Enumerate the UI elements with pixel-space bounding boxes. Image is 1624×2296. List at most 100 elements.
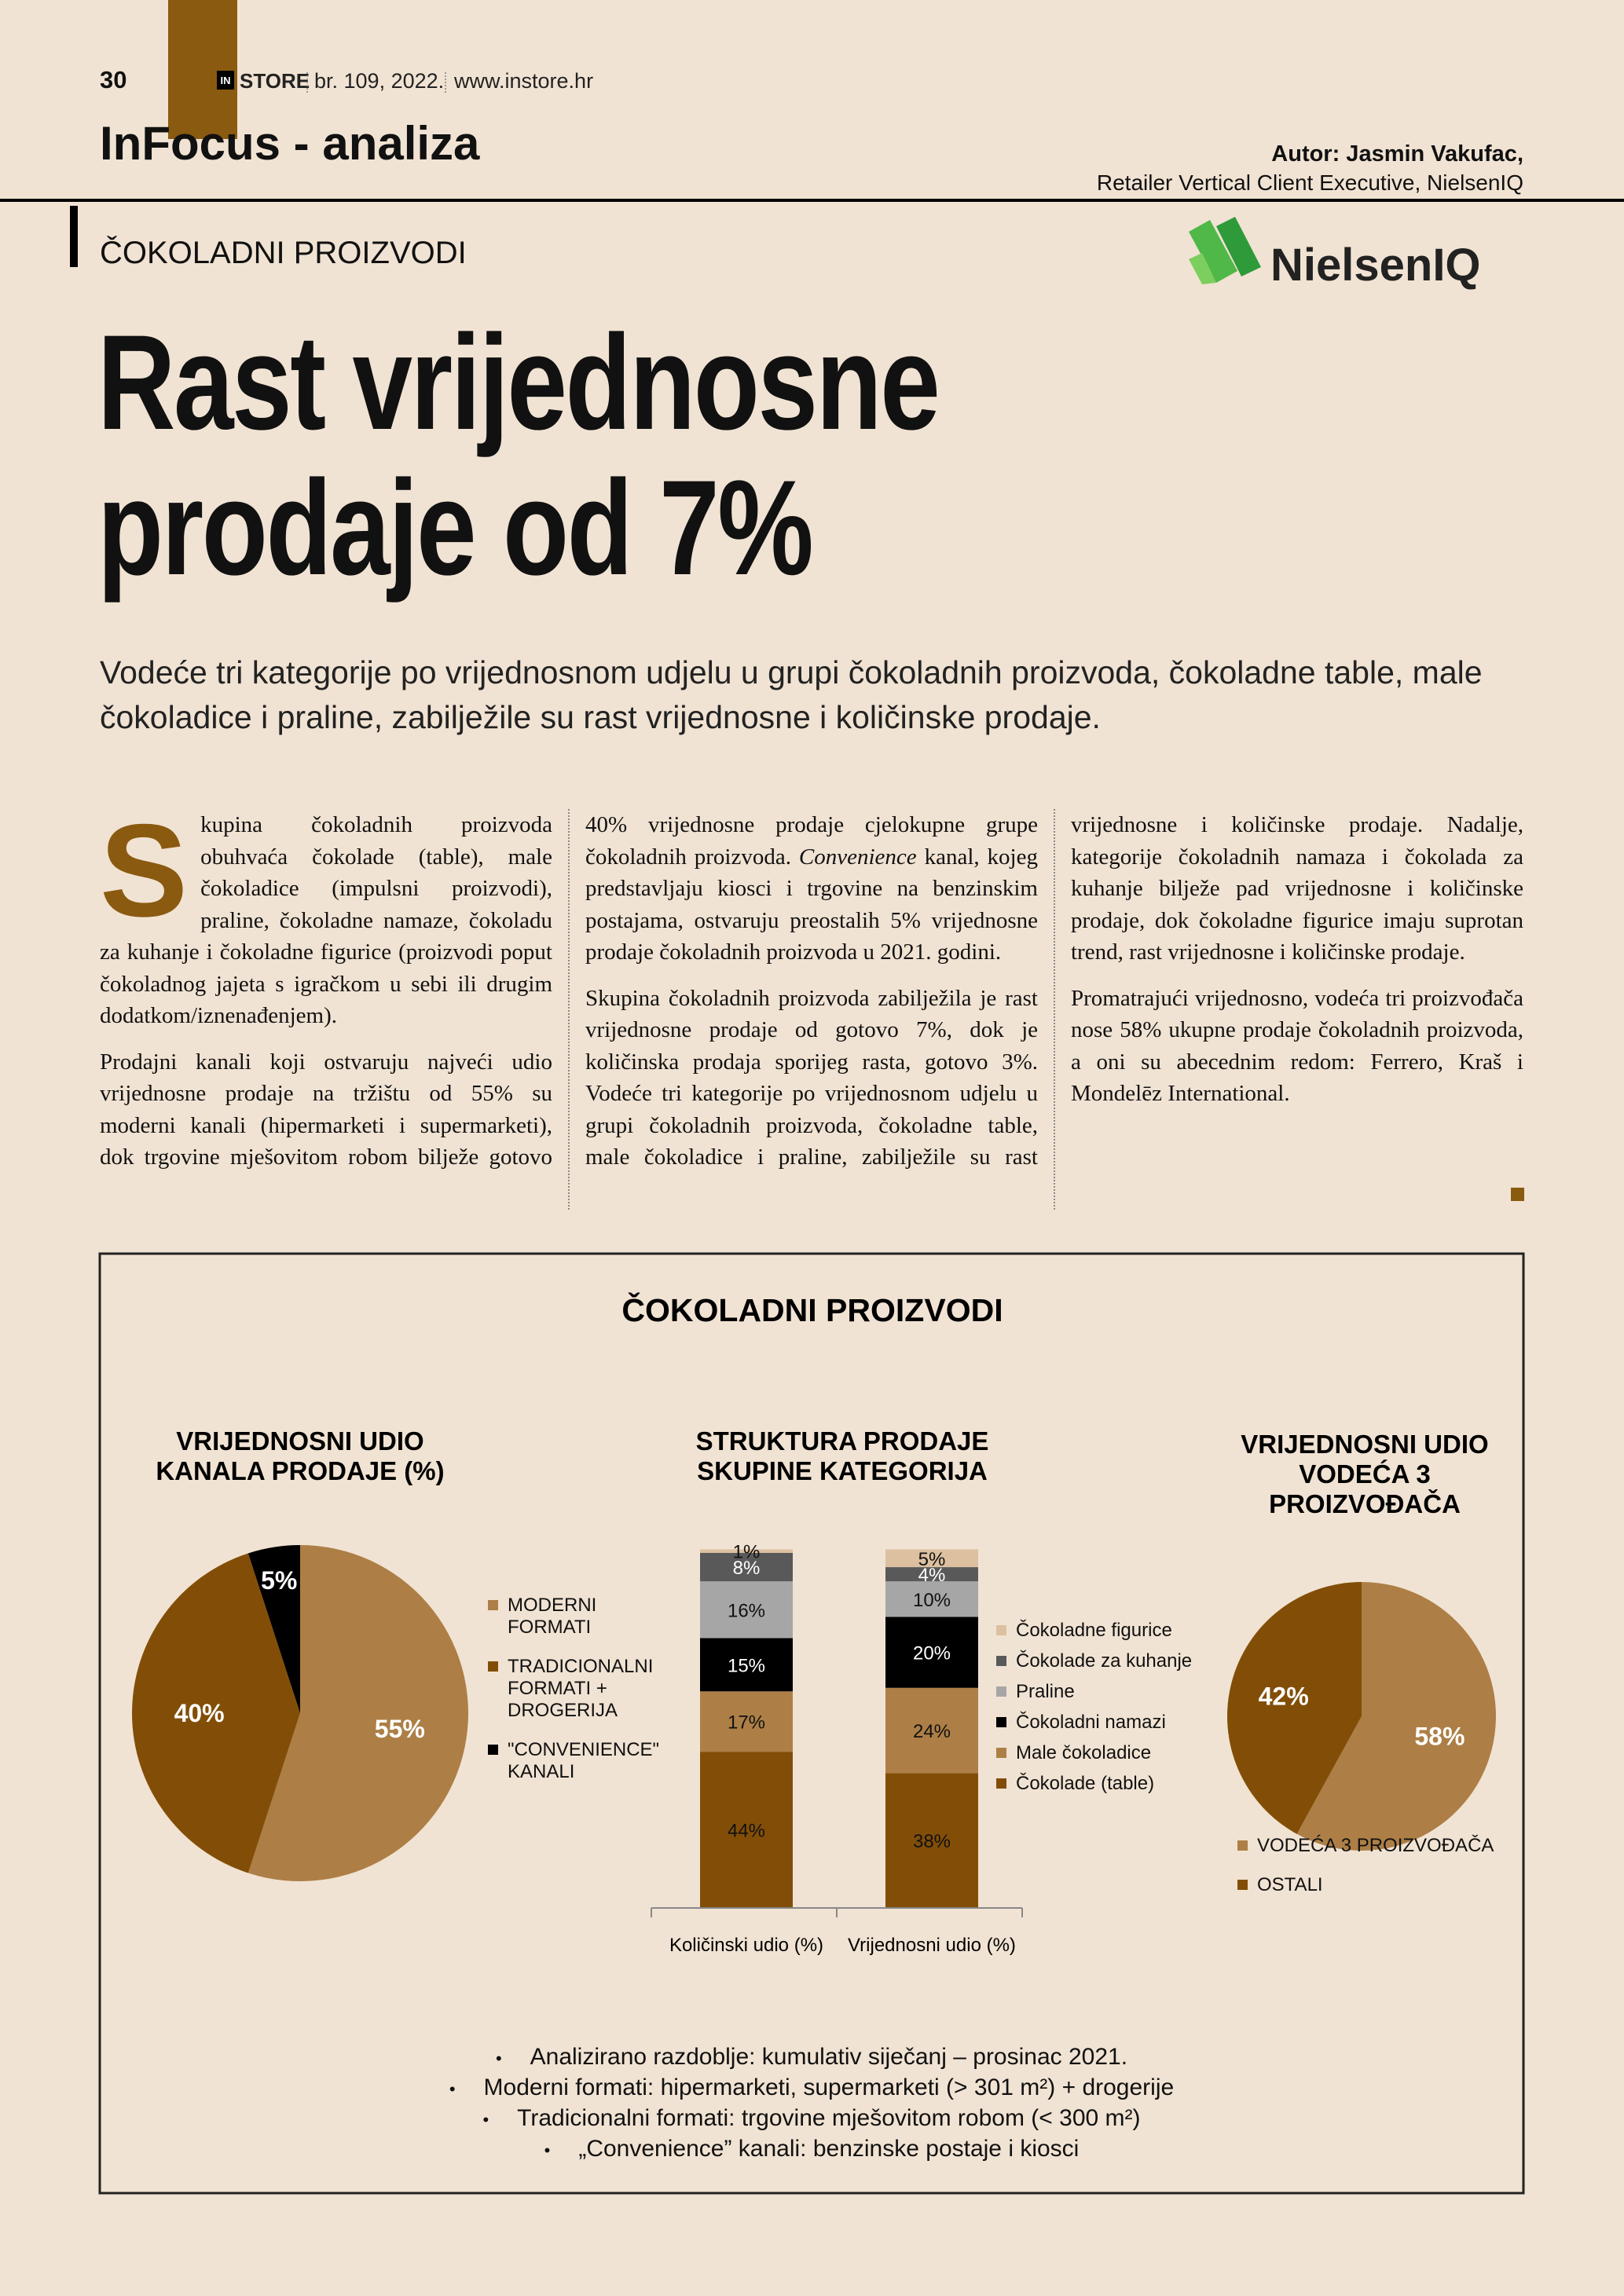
value-label: 42% — [1259, 1682, 1309, 1710]
legend: Čokoladne figurice Čokolade za kuhanje Pra… — [996, 1620, 1232, 1795]
lead: Vodeće tri kategorije po vrijednosnom ud… — [100, 654, 1483, 735]
paragraph: Prodajni kanali koji ostvaruju najveći u… — [100, 809, 1038, 1174]
chart-title: PROIZVOĐAČA — [1269, 1489, 1461, 1518]
website: www.instore.hr — [454, 69, 594, 93]
value-label: 40% — [174, 1699, 225, 1727]
legend-item: Čokolade za kuhanje — [996, 1650, 1232, 1672]
legend-label: Čokolade za kuhanje — [1016, 1650, 1193, 1672]
legend-item: OSTALI — [1237, 1874, 1567, 1896]
pie-slice — [247, 1545, 468, 1881]
value-label: 20% — [913, 1643, 951, 1664]
text: kupina čokoladnih proizvoda obuhvaća čok… — [100, 812, 552, 1028]
chart-title: SKUPINE KATEGORIJA — [697, 1456, 988, 1485]
issue: br. 109, 2022. — [314, 69, 445, 93]
value-label: 4% — [918, 1565, 946, 1586]
value-label: 16% — [728, 1600, 765, 1621]
pie-slice — [132, 1553, 300, 1873]
legend-item: Praline — [996, 1681, 1232, 1703]
chart-title: KANALA PRODAJE (%) — [156, 1456, 444, 1485]
legend-item: Čokolade (table) — [996, 1773, 1232, 1795]
legend-item: Čokoladne figurice — [996, 1620, 1232, 1642]
value-label: 58% — [1414, 1723, 1465, 1751]
pie-slice — [247, 1545, 300, 1713]
headline-line: prodaje od 7% — [97, 452, 814, 603]
value-label: 38% — [913, 1831, 951, 1852]
pie-slice — [1227, 1582, 1362, 1834]
legend-swatch — [996, 1686, 1006, 1697]
legend-swatch — [488, 1600, 498, 1610]
x-tick-label: Količinski udio (%) — [669, 1935, 823, 1956]
headline-line: Rast vrijednosne — [97, 307, 940, 458]
logo-mark — [1189, 217, 1261, 284]
section: InFocus - analiza — [100, 117, 480, 170]
legend-item: Čokoladni namazi — [996, 1712, 1232, 1734]
text: Prodajni kanali koji ostvaruju najveći u… — [100, 812, 1038, 1170]
bar-segment — [885, 1773, 978, 1908]
legend-label: TRADICIONALNI FORMATI + DROGERIJA — [508, 1656, 654, 1721]
chart-title: VODEĆA 3 — [1299, 1459, 1430, 1489]
legend-swatch — [996, 1625, 1006, 1635]
legend-swatch — [1237, 1840, 1248, 1851]
bar-segment — [700, 1581, 793, 1639]
text: kanal, kojeg predstavljaju kiosci i trgo… — [585, 844, 1038, 965]
header-stripe — [168, 0, 237, 139]
bar-segment — [700, 1752, 793, 1908]
page-number: 30 — [100, 66, 127, 93]
legend-label: VODEĆA 3 PROIZVOĐAČA — [1257, 1835, 1494, 1856]
brand-box — [217, 71, 234, 90]
chart-title: VRIJEDNOSNI UDIO — [176, 1426, 423, 1456]
bar-segment — [700, 1553, 793, 1582]
legend-swatch — [996, 1717, 1006, 1727]
legend-label: MODERNI FORMATI — [508, 1595, 597, 1638]
legend-label: Male čokoladice — [1016, 1742, 1152, 1763]
value-label: 10% — [913, 1590, 951, 1611]
legend: VODEĆA 3 PROIZVOĐAČA OSTALI — [1237, 1835, 1567, 1896]
paragraph: Skupina čokoladnih proizvoda zabilježila… — [585, 812, 1523, 1170]
legend-swatch — [996, 1748, 1006, 1758]
brand-store: STORE — [240, 69, 310, 93]
chart-title: STRUKTURA PRODAJE — [696, 1426, 989, 1456]
separator — [445, 72, 446, 93]
legend-label: Čokoladni namazi — [1016, 1712, 1166, 1733]
legend-item: "CONVENIENCE" KANALI — [488, 1739, 661, 1783]
value-label: 8% — [733, 1558, 761, 1579]
pie-slice — [1296, 1582, 1496, 1851]
drop-cap: S — [100, 796, 189, 944]
legend-label: OSTALI — [1257, 1874, 1323, 1895]
value-label: 5% — [261, 1566, 297, 1595]
legend-label: Čokoladne figurice — [1016, 1620, 1172, 1641]
bar-segment — [700, 1549, 793, 1553]
note: „Convenience” kanali: benzinske postaje … — [100, 2134, 1523, 2165]
value-label: 44% — [728, 1821, 765, 1842]
kicker: ČOKOLADNI PROIZVODI — [100, 236, 467, 270]
bar-segment — [885, 1617, 978, 1688]
emphasis: Convenience — [798, 844, 917, 870]
legend-swatch — [488, 1745, 498, 1755]
note: Moderni formati: hipermarketi, supermark… — [100, 2073, 1523, 2104]
headline: Rast vrijednosne prodaje od 7% — [97, 307, 940, 603]
x-tick-label: Vrijednosni udio (%) — [848, 1935, 1016, 1956]
figure-title: ČOKOLADNI PROIZVODI — [621, 1292, 1003, 1328]
bar-segment — [885, 1687, 978, 1774]
legend-item: MODERNI FORMATI — [488, 1595, 661, 1639]
bar-segment — [700, 1691, 793, 1752]
kicker-bar — [70, 206, 78, 267]
paragraph: Promatrajući vrijednosno, vodeća tri pro… — [1071, 985, 1523, 1107]
bar-segment — [885, 1567, 978, 1582]
value-label: 55% — [375, 1715, 425, 1743]
legend-item: Male čokoladice — [996, 1742, 1232, 1764]
legend-swatch — [996, 1778, 1006, 1789]
bar-segment — [885, 1581, 978, 1617]
value-label: 5% — [918, 1549, 946, 1570]
chart-title: VRIJEDNOSNI UDIO — [1241, 1430, 1488, 1459]
bar-segment — [700, 1638, 793, 1692]
notes: Analizirano razdoblje: kumulativ siječan… — [100, 2042, 1523, 2165]
legend-swatch — [488, 1661, 498, 1672]
separator — [306, 72, 308, 93]
bar-segment — [885, 1549, 978, 1568]
logo-text: NielsenIQ — [1270, 240, 1481, 291]
